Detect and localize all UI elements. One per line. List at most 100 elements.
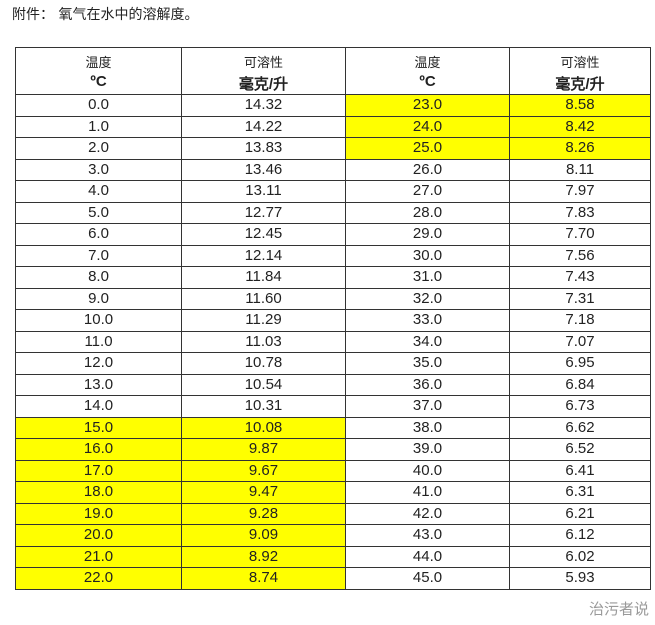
- solubility-cell: 6.84: [509, 373, 651, 396]
- solubility-cell: 7.70: [509, 223, 651, 246]
- document-title: 附件： 氧气在水中的溶解度。: [12, 7, 199, 23]
- table-row: 19.0 9.28 42.0 6.21: [15, 502, 651, 525]
- table-row: 0.0 14.32 23.0 8.58: [15, 94, 651, 117]
- solubility-cell: 13.11: [181, 180, 346, 203]
- header-unit: 毫克/升: [238, 76, 289, 93]
- table-row: 15.0 10.08 38.0 6.62: [15, 416, 651, 439]
- table-row: 7.0 12.14 30.0 7.56: [15, 244, 651, 267]
- temp-cell: 19.0: [15, 502, 182, 525]
- temp-cell: 29.0: [345, 223, 510, 246]
- temp-cell: 35.0: [345, 352, 510, 375]
- table-row: 4.0 13.11 27.0 7.97: [15, 180, 651, 203]
- temp-cell: 10.0: [15, 309, 182, 332]
- solubility-cell: 14.32: [181, 94, 346, 117]
- header-solubility-1: 可溶性 毫克/升: [181, 47, 346, 95]
- table-row: 17.0 9.67 40.0 6.41: [15, 459, 651, 482]
- temp-cell: 28.0: [345, 201, 510, 224]
- temp-cell: 42.0: [345, 502, 510, 525]
- temp-cell: 12.0: [15, 352, 182, 375]
- solubility-cell: 10.78: [181, 352, 346, 375]
- table-row: 22.0 8.74 45.0 5.93: [15, 567, 651, 590]
- temp-cell: 21.0: [15, 545, 182, 568]
- temp-cell: 27.0: [345, 180, 510, 203]
- solubility-cell: 7.43: [509, 266, 651, 289]
- table-row: 6.0 12.45 29.0 7.70: [15, 223, 651, 246]
- solubility-cell: 5.93: [509, 567, 651, 590]
- header-unit: ºC: [419, 73, 436, 90]
- solubility-cell: 13.83: [181, 137, 346, 160]
- solubility-cell: 6.02: [509, 545, 651, 568]
- table-row: 18.0 9.47 41.0 6.31: [15, 481, 651, 504]
- solubility-cell: 11.60: [181, 287, 346, 310]
- temp-cell: 17.0: [15, 459, 182, 482]
- solubility-cell: 6.31: [509, 481, 651, 504]
- temp-cell: 3.0: [15, 158, 182, 181]
- temp-cell: 30.0: [345, 244, 510, 267]
- watermark: 治污者说: [588, 601, 649, 618]
- solubility-cell: 8.92: [181, 545, 346, 568]
- solubility-cell: 12.14: [181, 244, 346, 267]
- temp-cell: 26.0: [345, 158, 510, 181]
- solubility-cell: 7.31: [509, 287, 651, 310]
- temp-cell: 34.0: [345, 330, 510, 353]
- solubility-cell: 9.09: [181, 524, 346, 547]
- table-row: 9.0 11.60 32.0 7.31: [15, 287, 651, 310]
- table-row: 21.0 8.92 44.0 6.02: [15, 545, 651, 568]
- temp-cell: 38.0: [345, 416, 510, 439]
- solubility-cell: 9.67: [181, 459, 346, 482]
- temp-cell: 7.0: [15, 244, 182, 267]
- temp-cell: 22.0: [15, 567, 182, 590]
- header-unit: ºC: [90, 73, 107, 90]
- temp-cell: 9.0: [15, 287, 182, 310]
- temp-cell: 16.0: [15, 438, 182, 461]
- solubility-cell: 13.46: [181, 158, 346, 181]
- temp-cell: 36.0: [345, 373, 510, 396]
- temp-cell: 25.0: [345, 137, 510, 160]
- solubility-cell: 12.45: [181, 223, 346, 246]
- temp-cell: 39.0: [345, 438, 510, 461]
- table-row: 13.0 10.54 36.0 6.84: [15, 373, 651, 396]
- solubility-cell: 7.97: [509, 180, 651, 203]
- header-label: 温度: [85, 56, 112, 71]
- temp-cell: 4.0: [15, 180, 182, 203]
- temp-cell: 24.0: [345, 115, 510, 138]
- solubility-cell: 10.08: [181, 416, 346, 439]
- table-row: 5.0 12.77 28.0 7.83: [15, 201, 651, 224]
- solubility-cell: 12.77: [181, 201, 346, 224]
- solubility-cell: 10.31: [181, 395, 346, 418]
- solubility-cell: 6.73: [509, 395, 651, 418]
- solubility-cell: 7.83: [509, 201, 651, 224]
- header-label: 温度: [414, 56, 441, 71]
- header-row: 温度 ºC 可溶性 毫克/升 温度 ºC 可溶性 毫克/升: [15, 47, 651, 95]
- temp-cell: 44.0: [345, 545, 510, 568]
- temp-cell: 15.0: [15, 416, 182, 439]
- table-row: 8.0 11.84 31.0 7.43: [15, 266, 651, 289]
- solubility-cell: 14.22: [181, 115, 346, 138]
- solubility-cell: 6.41: [509, 459, 651, 482]
- temp-cell: 6.0: [15, 223, 182, 246]
- solubility-cell: 8.58: [509, 94, 651, 117]
- temp-cell: 13.0: [15, 373, 182, 396]
- temp-cell: 40.0: [345, 459, 510, 482]
- solubility-cell: 7.07: [509, 330, 651, 353]
- temp-cell: 32.0: [345, 287, 510, 310]
- solubility-cell: 6.62: [509, 416, 651, 439]
- table-row: 1.0 14.22 24.0 8.42: [15, 115, 651, 138]
- temp-cell: 0.0: [15, 94, 182, 117]
- temp-cell: 2.0: [15, 137, 182, 160]
- solubility-cell: 6.95: [509, 352, 651, 375]
- solubility-cell: 9.28: [181, 502, 346, 525]
- solubility-cell: 11.84: [181, 266, 346, 289]
- temp-cell: 11.0: [15, 330, 182, 353]
- solubility-cell: 6.12: [509, 524, 651, 547]
- header-temp-1: 温度 ºC: [15, 47, 182, 95]
- header-unit: 毫克/升: [555, 76, 605, 93]
- temp-cell: 37.0: [345, 395, 510, 418]
- solubility-cell: 6.21: [509, 502, 651, 525]
- temp-cell: 43.0: [345, 524, 510, 547]
- temp-cell: 8.0: [15, 266, 182, 289]
- header-label: 可溶性: [560, 56, 600, 71]
- solubility-cell: 8.11: [509, 158, 651, 181]
- solubility-cell: 8.42: [509, 115, 651, 138]
- solubility-cell: 9.47: [181, 481, 346, 504]
